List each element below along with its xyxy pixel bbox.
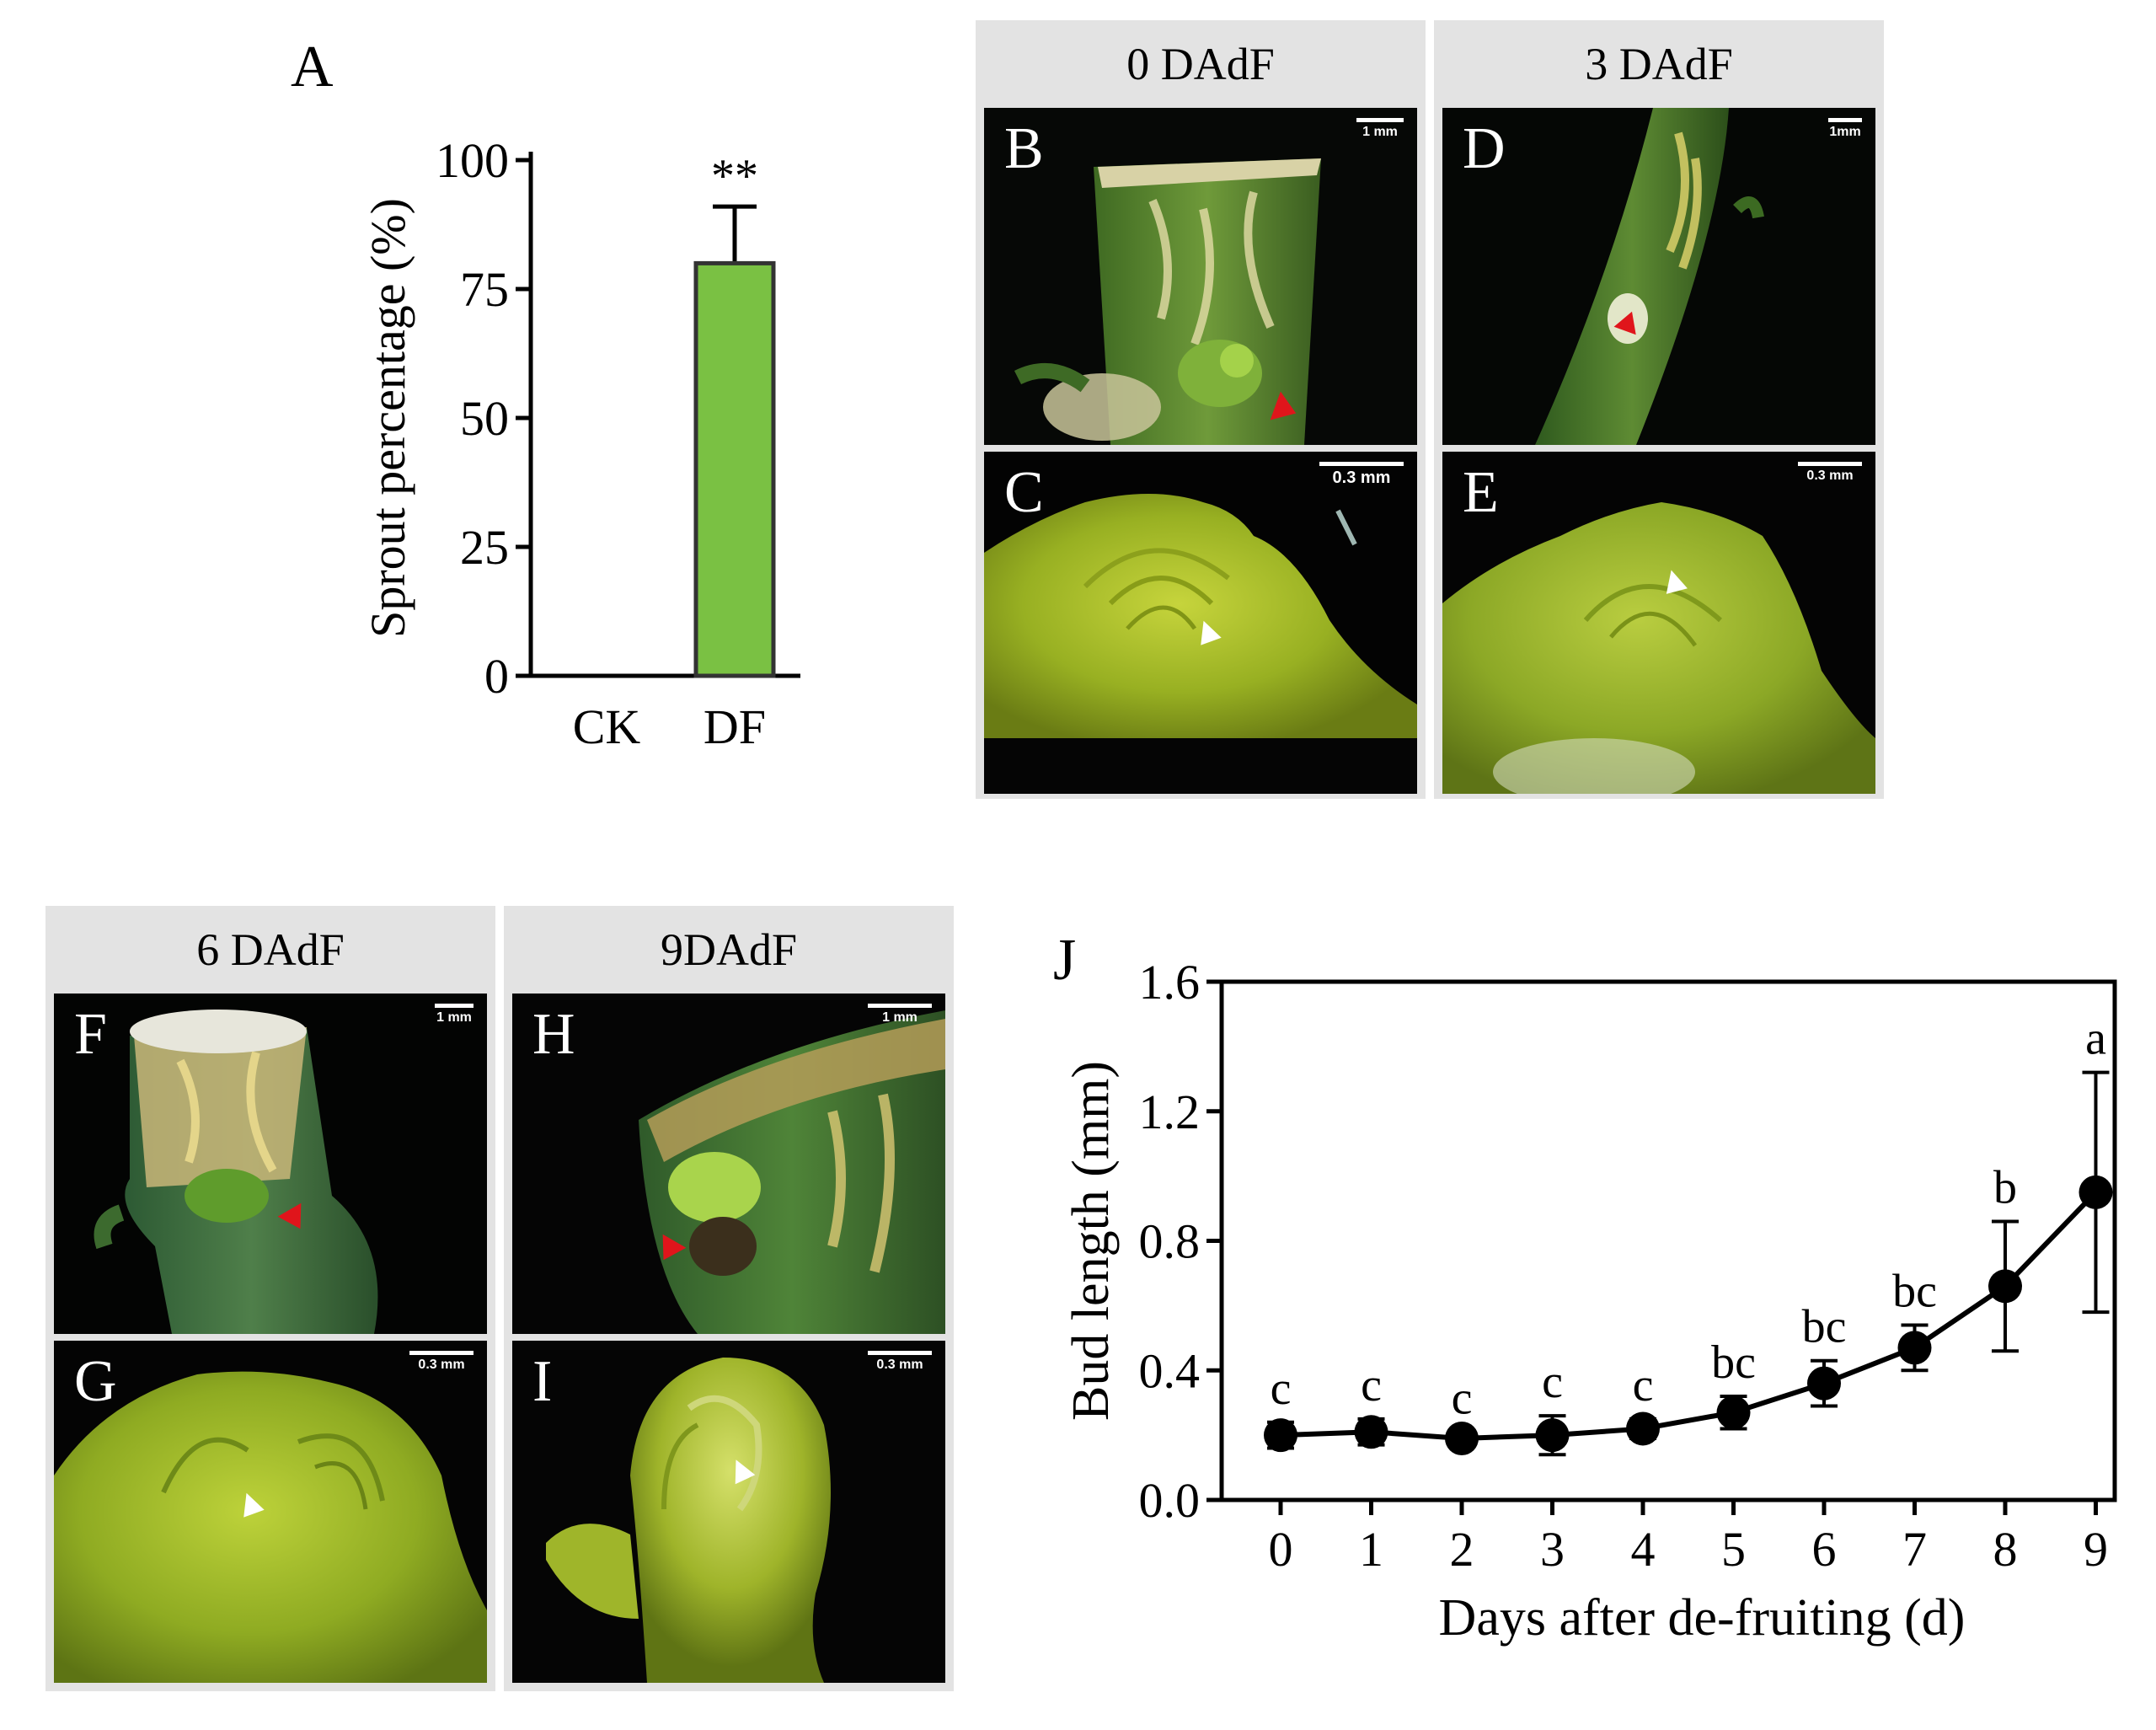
scale-bar: 1 mm [1356, 118, 1404, 140]
scale-bar: 0.3 mm [409, 1351, 473, 1373]
y-tick-label: 1.6 [1139, 955, 1201, 1010]
scale-bar: 0.3 mm [1798, 462, 1862, 484]
panel-letter: I [532, 1349, 553, 1414]
significance-letter: c [1361, 1359, 1382, 1411]
y-tick-label: 75 [460, 262, 509, 317]
significance-letter: a [2085, 1013, 2106, 1065]
photo-panel-e: E 0.3 mm [1442, 452, 1875, 794]
significance-letter: c [1452, 1372, 1473, 1424]
panel-letter: H [532, 1002, 575, 1067]
panel-label-a: A [291, 35, 334, 99]
significance-letter: c [1633, 1359, 1654, 1411]
panel-letter: D [1463, 116, 1506, 181]
data-point [1897, 1331, 1932, 1365]
photo-panel-b: B 1 mm [984, 108, 1417, 445]
x-tick-label: 0 [1269, 1522, 1293, 1577]
x-tick-label: 1 [1359, 1522, 1383, 1577]
significance-letter: bc [1802, 1301, 1847, 1353]
x-tick-label: CK [573, 699, 641, 754]
group-6-dadf: 6 DAdF F 1 mm G [45, 906, 495, 1691]
data-point [2078, 1175, 2113, 1209]
significance-letter: b [1993, 1161, 2017, 1213]
shoot-micrograph [512, 994, 945, 1334]
group-header: 0 DAdF [1126, 39, 1275, 89]
significance-letter: c [1271, 1363, 1292, 1415]
x-tick-label: 2 [1450, 1522, 1474, 1577]
y-tick-label: 0.0 [1139, 1473, 1201, 1528]
x-tick-label: 5 [1721, 1522, 1746, 1577]
photo-panel-i: I 0.3 mm [512, 1341, 945, 1683]
significance-letter: c [1542, 1356, 1563, 1408]
y-tick-label: 25 [460, 520, 509, 575]
group-3-dadf: 3 DAdF D 1mm E 0.3 mm [1434, 20, 1884, 799]
panel-letter: F [74, 1002, 107, 1067]
x-axis-label: Days after de-fruiting (d) [1439, 1589, 1966, 1647]
photo-panel-h: H 1 mm [512, 994, 945, 1334]
photo-panel-d: D 1mm [1442, 108, 1875, 445]
y-tick-label: 0 [484, 649, 509, 704]
scale-bar: 0.3 mm [868, 1351, 932, 1373]
sprout-percentage-bar-chart: 0 25 50 75 100 CK ** DF Sprout percentage (%) [361, 133, 800, 754]
series-line [1280, 1190, 2098, 1441]
group-9-dadf: 9DAdF H 1 mm I 0.3 mm [504, 906, 954, 1691]
y-tick-label: 0.4 [1139, 1343, 1201, 1398]
x-tick-label: 9 [2084, 1522, 2108, 1577]
x-tick-label: 7 [1902, 1522, 1927, 1577]
data-point [1445, 1421, 1479, 1455]
x-tick-label: 8 [1993, 1522, 2018, 1577]
panel-letter: G [74, 1349, 117, 1414]
photo-panel-f: F 1 mm [54, 994, 487, 1334]
y-axis-label: Sprout percentage (%) [361, 198, 415, 638]
bud-section-micrograph [54, 1341, 487, 1683]
bud-section-micrograph [512, 1341, 945, 1683]
panel-letter: B [1004, 116, 1044, 181]
significance-letter: bc [1892, 1265, 1937, 1317]
y-tick-label: 50 [460, 391, 509, 446]
group-0-dadf: 0 DAdF B 1 mm [976, 20, 1426, 799]
scale-bar: 0.3 mm [1319, 462, 1404, 488]
photo-panel-g: G 0.3 mm [54, 1341, 487, 1683]
x-tick-label: 3 [1540, 1522, 1565, 1577]
data-point [1535, 1418, 1570, 1453]
shoot-micrograph [984, 108, 1417, 445]
y-axis-label: Bud length (mm) [1062, 1061, 1120, 1421]
bar-df [693, 260, 776, 678]
data-point [1354, 1415, 1388, 1449]
group-header: 6 DAdF [196, 924, 345, 975]
panel-letter: E [1463, 460, 1499, 525]
y-tick-label: 0.8 [1139, 1214, 1201, 1269]
group-header: 3 DAdF [1585, 39, 1733, 89]
shoot-micrograph [54, 994, 487, 1334]
bud-section-micrograph [984, 452, 1417, 794]
y-tick-label: 100 [436, 133, 509, 188]
x-tick-label: 4 [1631, 1522, 1656, 1577]
panel-label-j: J [1053, 928, 1077, 993]
scale-bar: 1mm [1828, 118, 1862, 140]
data-point [1264, 1418, 1297, 1453]
bud-section-micrograph [1442, 452, 1875, 794]
scale-bar: 1 mm [435, 1004, 473, 1026]
data-point [1716, 1395, 1751, 1430]
data-point [1807, 1366, 1841, 1401]
x-tick-label: DF [704, 699, 766, 754]
data-point [1626, 1411, 1660, 1446]
y-tick-label: 1.2 [1139, 1085, 1201, 1139]
panel-letter: C [1004, 460, 1044, 525]
data-point [1988, 1269, 2022, 1304]
scale-bar: 1 mm [868, 1004, 932, 1026]
photo-panel-c: C 0.3 mm [984, 452, 1417, 794]
shoot-micrograph [1442, 108, 1875, 445]
significance-letter: bc [1711, 1336, 1756, 1389]
x-tick-label: 6 [1812, 1522, 1837, 1577]
significance-label: ** [711, 150, 758, 202]
bud-length-line-chart: 0.00.40.81.21.60 1 2 3 4 5 6 7 8 9c c c c c bcbcbcbaDa… [1062, 955, 2117, 1647]
group-header: 9DAdF [660, 924, 798, 975]
